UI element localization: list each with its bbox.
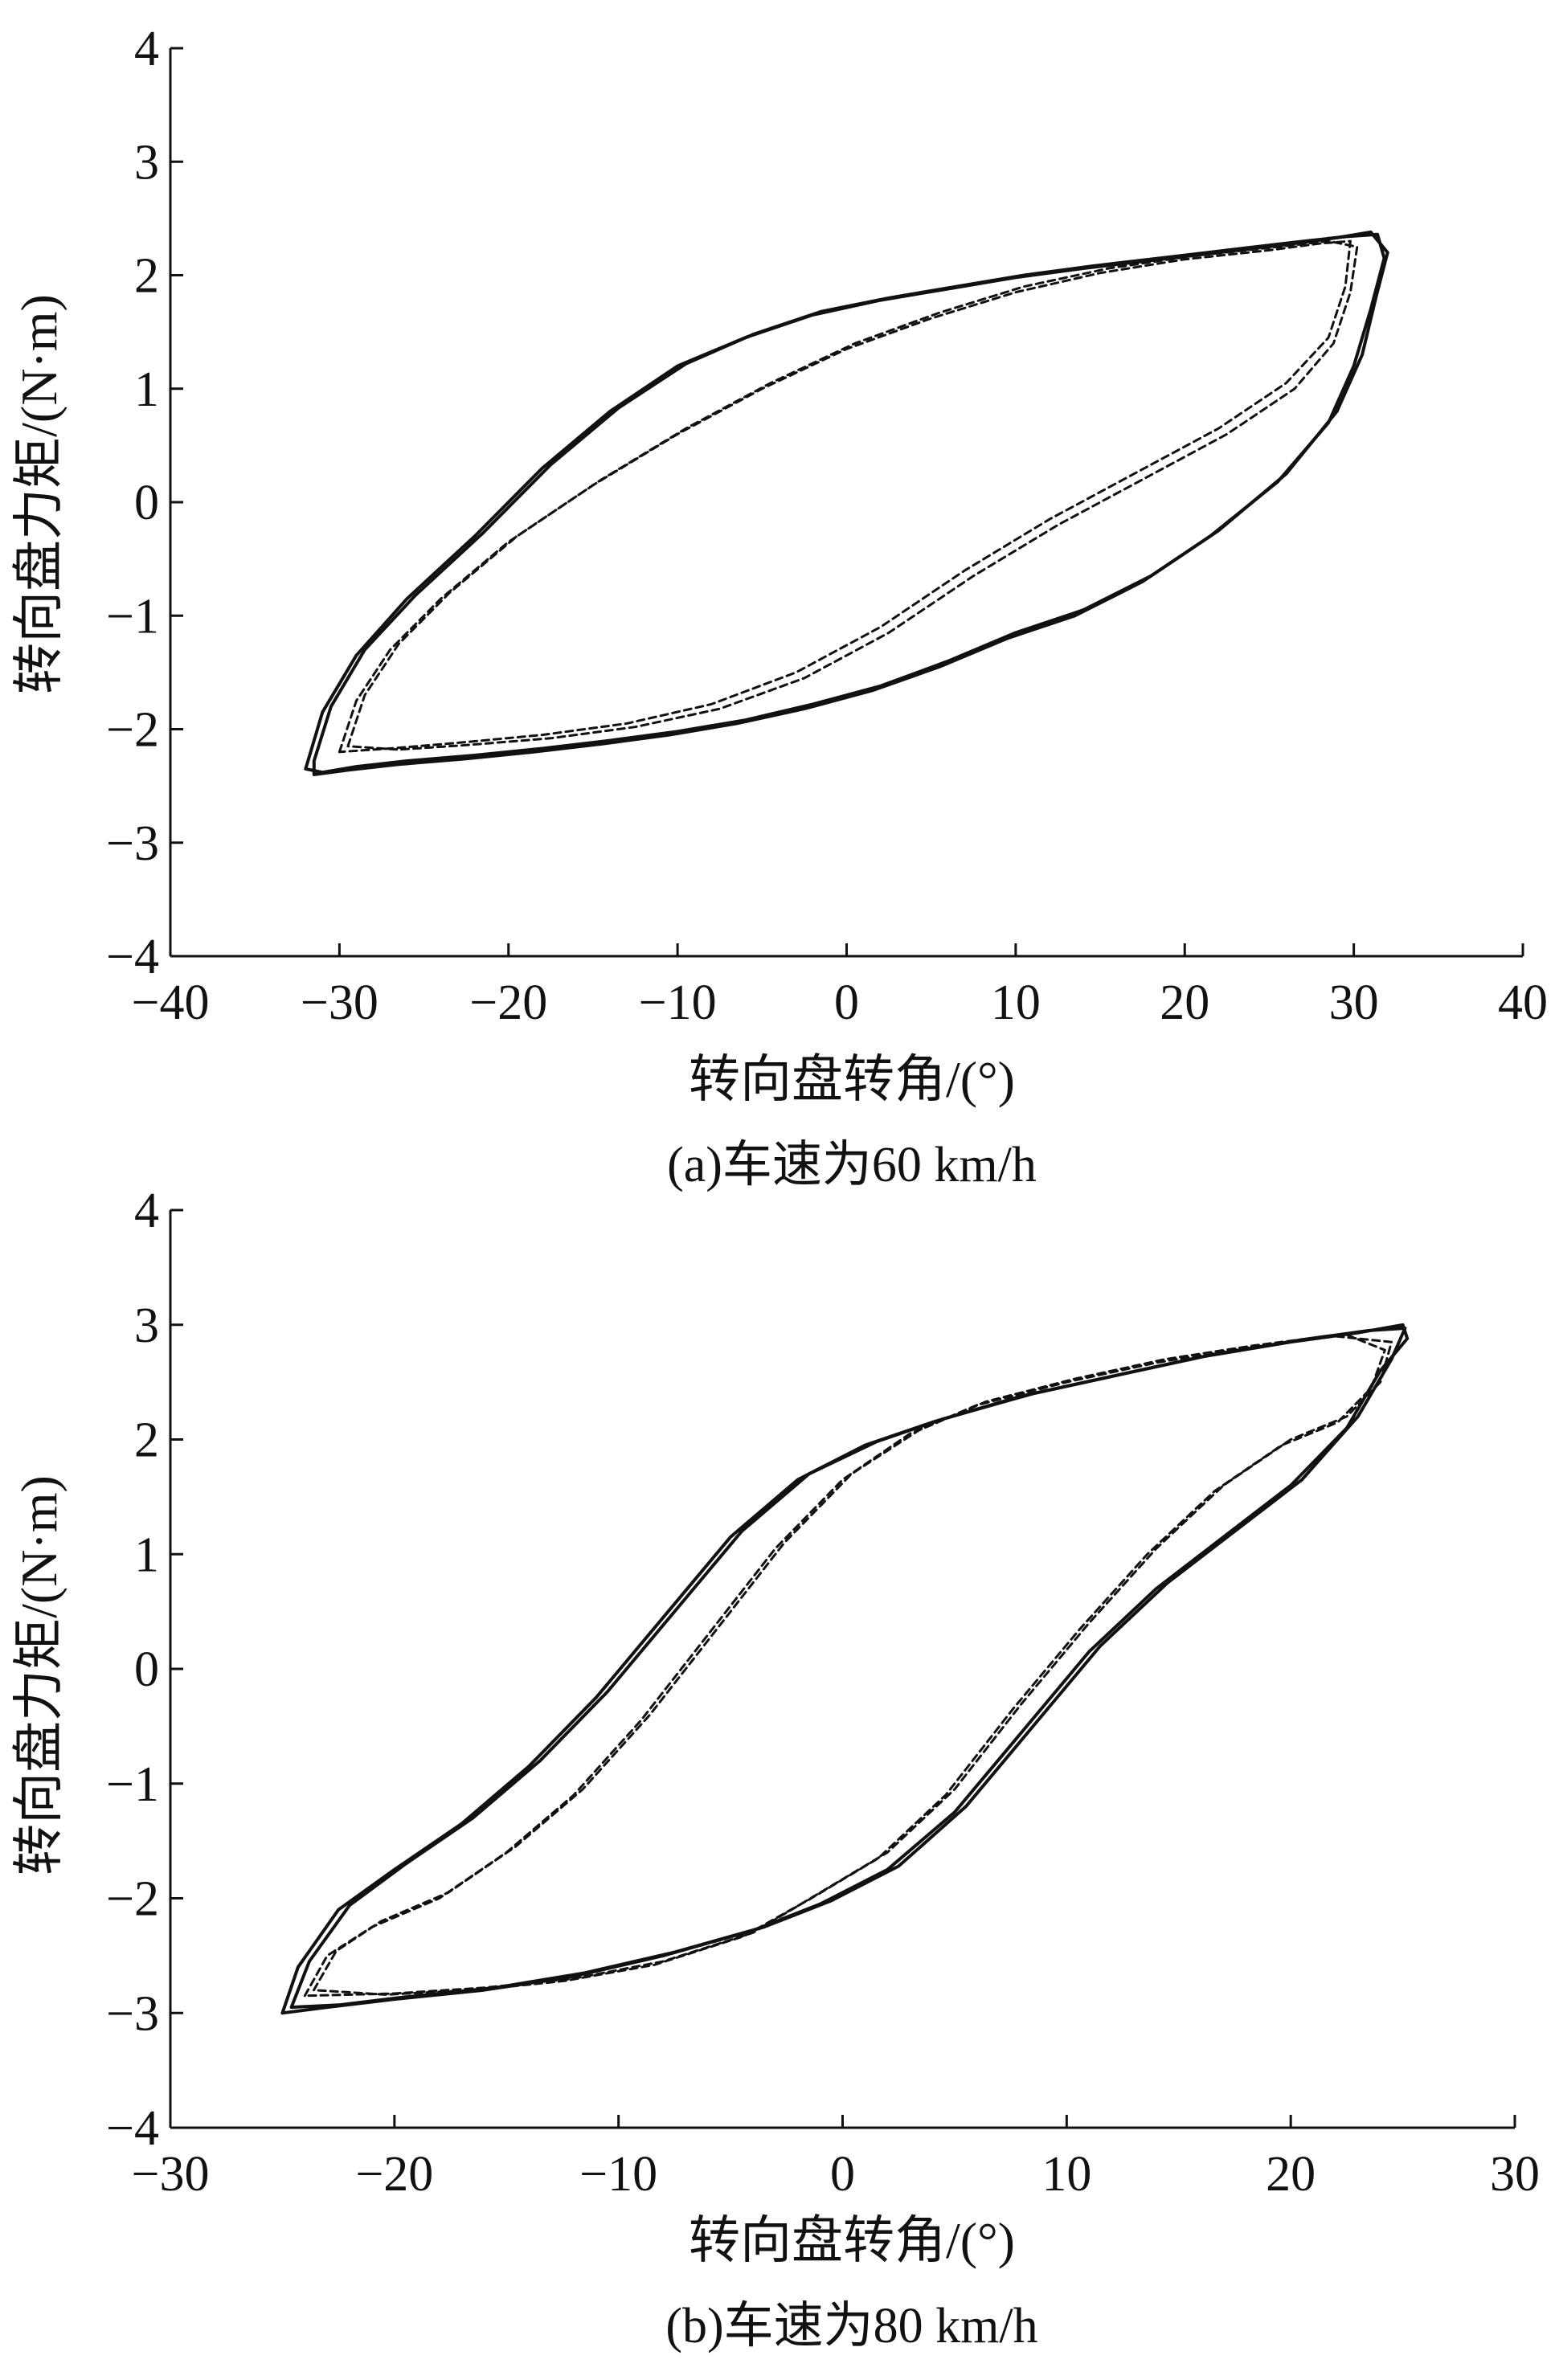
series-layer-a (304, 230, 1389, 776)
y-tick-label: 0 (134, 476, 159, 530)
series-a-1-solid (304, 230, 1389, 775)
x-tick-label: −20 (355, 2147, 433, 2202)
series-b-4-dashed (313, 1332, 1386, 1996)
y-tick-label: −4 (106, 2101, 159, 2156)
y-tick-label: 1 (134, 362, 159, 417)
y-tick-label: −3 (106, 816, 159, 871)
y-tick-label: −3 (106, 1986, 159, 2041)
y-tick-label: −2 (106, 703, 159, 758)
x-tick-label: −40 (132, 975, 210, 1030)
x-tick-label: 0 (834, 975, 859, 1030)
y-tick-label: −1 (106, 589, 159, 644)
caption-a: (a)车速为60 km/h (667, 1138, 1037, 1192)
caption-b: (b)车速为80 km/h (665, 2299, 1037, 2353)
series-b-3-dashed (303, 1335, 1393, 1998)
y-tick-label: −4 (106, 930, 159, 984)
x-tick-label: −30 (301, 975, 379, 1030)
x-tick-label: 40 (1498, 975, 1548, 1030)
y-tick-label: 4 (134, 1184, 159, 1238)
x-axis-title-a: 转向盘转角/(°) (689, 1051, 1015, 1108)
y-tick-label: 1 (134, 1527, 159, 1582)
y-tick-label: 4 (134, 22, 159, 76)
y-axis-title-a: 转向盘力矩/(N·m) (10, 294, 68, 694)
x-tick-label: −20 (469, 975, 547, 1030)
y-axis-title-b: 转向盘力矩/(N·m) (10, 1475, 68, 1875)
x-tick-label: 10 (1041, 2147, 1091, 2202)
x-tick-label: 30 (1329, 975, 1379, 1030)
y-tick-label: 3 (134, 135, 159, 190)
y-tick-label: 3 (134, 1298, 159, 1353)
y-tick-label: 0 (134, 1642, 159, 1697)
series-b-2-solid (289, 1327, 1407, 2010)
x-tick-label: −30 (132, 2147, 210, 2202)
x-tick-label: −10 (639, 975, 717, 1030)
x-tick-label: 20 (1160, 975, 1209, 1030)
y-tick-label: 2 (134, 1413, 159, 1468)
series-a-2-solid (312, 232, 1386, 776)
series-layer-b (280, 1323, 1410, 2015)
x-tick-label: 20 (1266, 2147, 1316, 2202)
y-tick-label: −2 (106, 1872, 159, 1927)
x-axis-title-b: 转向盘转角/(°) (689, 2212, 1015, 2269)
x-tick-label: 30 (1490, 2147, 1540, 2202)
y-tick-label: 2 (134, 249, 159, 304)
y-tick-label: −1 (106, 1757, 159, 1812)
x-tick-label: −10 (579, 2147, 657, 2202)
x-tick-label: 0 (830, 2147, 855, 2202)
x-tick-label: 10 (991, 975, 1041, 1030)
series-a-4-dashed (346, 239, 1359, 751)
